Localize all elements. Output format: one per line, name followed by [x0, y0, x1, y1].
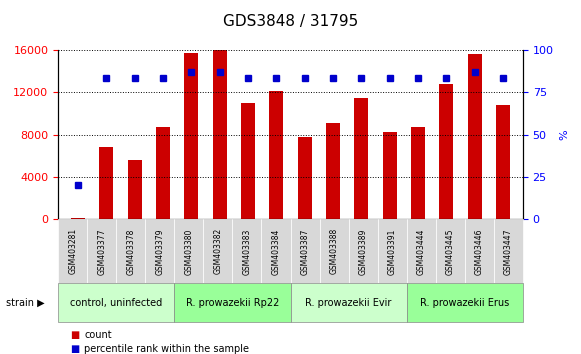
Text: GSM403387: GSM403387 [300, 228, 310, 275]
Text: GSM403391: GSM403391 [388, 228, 397, 275]
Bar [128, 160, 142, 219]
Text: ■: ■ [70, 330, 79, 339]
Text: R. prowazekii Rp22: R. prowazekii Rp22 [186, 298, 279, 308]
Bar [156, 127, 170, 219]
Text: GSM403380: GSM403380 [184, 228, 193, 275]
Bar [411, 127, 425, 219]
Bar [496, 105, 510, 219]
Bar [439, 84, 453, 219]
Text: strain ▶: strain ▶ [6, 298, 44, 308]
Bar [241, 103, 255, 219]
Text: percentile rank within the sample: percentile rank within the sample [84, 344, 249, 354]
Text: control, uninfected: control, uninfected [70, 298, 162, 308]
Bar [184, 53, 198, 219]
Text: GSM403388: GSM403388 [329, 228, 339, 274]
Bar [354, 98, 368, 219]
Text: GSM403389: GSM403389 [358, 228, 368, 275]
Text: GDS3848 / 31795: GDS3848 / 31795 [223, 14, 358, 29]
Text: GSM403382: GSM403382 [213, 228, 223, 274]
Text: GSM403384: GSM403384 [271, 228, 281, 275]
Bar [71, 218, 85, 219]
Text: R. prowazekii Evir: R. prowazekii Evir [306, 298, 392, 308]
Text: ■: ■ [70, 344, 79, 354]
Text: R. prowazekii Erus: R. prowazekii Erus [420, 298, 510, 308]
Bar [297, 137, 312, 219]
Y-axis label: %: % [559, 129, 569, 140]
Text: GSM403383: GSM403383 [242, 228, 252, 275]
Bar [326, 123, 340, 219]
Text: GSM403446: GSM403446 [475, 228, 484, 275]
Text: GSM403378: GSM403378 [126, 228, 135, 275]
Bar [213, 50, 227, 219]
Text: GSM403377: GSM403377 [97, 228, 106, 275]
Text: GSM403444: GSM403444 [417, 228, 426, 275]
Text: count: count [84, 330, 112, 339]
Text: GSM403447: GSM403447 [504, 228, 513, 275]
Bar [99, 147, 113, 219]
Bar [468, 54, 482, 219]
Bar [269, 91, 284, 219]
Text: GSM403445: GSM403445 [446, 228, 455, 275]
Text: GSM403281: GSM403281 [68, 228, 77, 274]
Text: GSM403379: GSM403379 [155, 228, 164, 275]
Bar [383, 132, 397, 219]
